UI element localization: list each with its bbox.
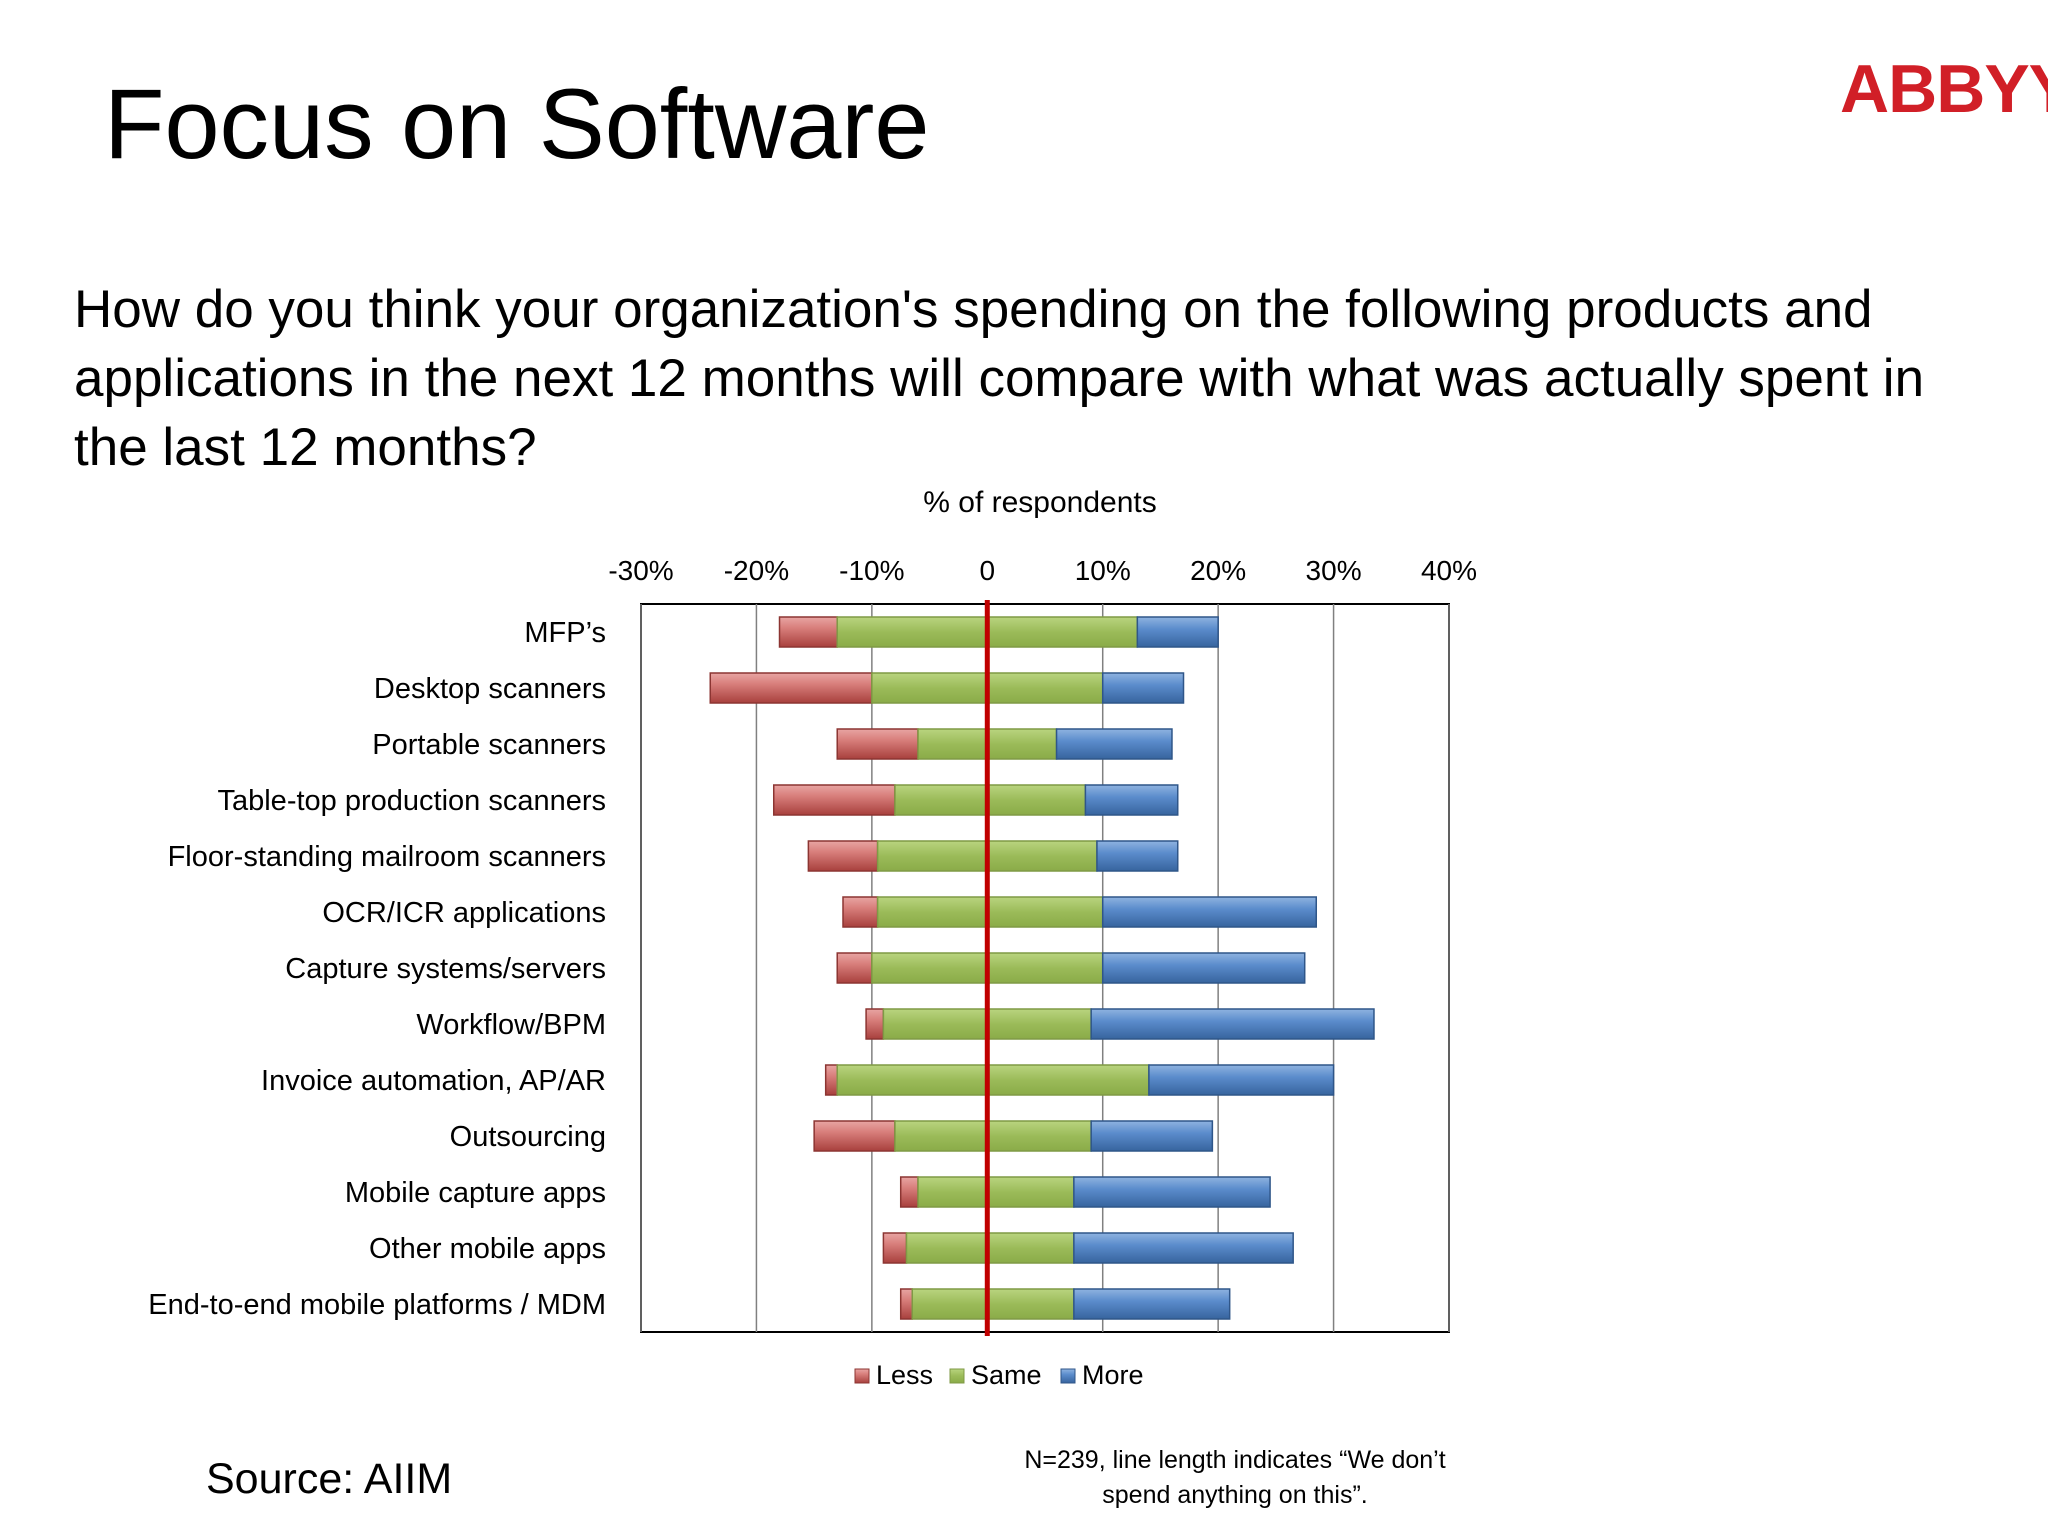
bar-less — [882, 1232, 908, 1264]
bar-more — [1096, 840, 1179, 872]
bar-more — [1090, 1120, 1214, 1152]
x-tick-label: 10% — [1075, 555, 1131, 586]
bar-same — [894, 1120, 1092, 1152]
category-label: Portable scanners — [372, 729, 606, 761]
category-label: MFP’s — [524, 617, 606, 649]
bar-less — [899, 1288, 914, 1320]
category-label: Invoice automation, AP/AR — [261, 1065, 606, 1097]
bar-more — [1148, 1064, 1335, 1096]
bar-same — [836, 1064, 1150, 1096]
axis-title: % of respondents — [923, 486, 1156, 519]
x-tick-label: -30% — [608, 555, 673, 586]
bar-more — [1101, 672, 1185, 704]
bar-less — [813, 1120, 896, 1152]
category-label: Floor-standing mailroom scanners — [168, 841, 606, 873]
category-label: Workflow/BPM — [416, 1009, 606, 1041]
legend-swatch-same — [949, 1368, 965, 1384]
bar-more — [1101, 952, 1306, 984]
category-label: Capture systems/servers — [285, 953, 606, 985]
bar-more — [1084, 784, 1179, 816]
bar-more — [1090, 1008, 1375, 1040]
bar-less — [842, 896, 879, 928]
footnote: N=239, line length indicates “We don’t s… — [1000, 1443, 1470, 1513]
bar-more — [1073, 1176, 1271, 1208]
category-label: Table-top production scanners — [217, 785, 606, 817]
x-tick-label: 20% — [1190, 555, 1246, 586]
bar-same — [911, 1288, 1075, 1320]
legend-label-less: Less — [876, 1360, 933, 1390]
source-note: Source: AIIM — [206, 1455, 453, 1503]
bar-less — [772, 784, 896, 816]
x-tick-label: -20% — [724, 555, 789, 586]
bar-more — [1055, 728, 1173, 760]
footnote-line-2: spend anything on this”. — [1102, 1481, 1368, 1509]
bar-more — [1073, 1288, 1231, 1320]
x-tick-label: -10% — [839, 555, 904, 586]
category-label: OCR/ICR applications — [322, 897, 606, 929]
bar-less — [836, 952, 873, 984]
bar-more — [1101, 896, 1318, 928]
category-label: Desktop scanners — [374, 673, 606, 705]
survey-question: How do you think your organization's spe… — [74, 280, 1925, 477]
bar-less — [778, 616, 838, 648]
footnote-line-1: N=239, line length indicates “We don’t — [1024, 1446, 1446, 1474]
x-tick-label: 30% — [1306, 555, 1362, 586]
legend-label-more: More — [1082, 1360, 1144, 1390]
bar-same — [905, 1232, 1075, 1264]
bar-less — [899, 1176, 919, 1208]
x-tick-label: 40% — [1421, 555, 1477, 586]
category-label: Mobile capture apps — [345, 1177, 606, 1209]
page-title: Focus on Software — [104, 68, 930, 179]
bar-same — [917, 1176, 1075, 1208]
category-label: End-to-end mobile platforms / MDM — [148, 1289, 606, 1321]
bar-same — [894, 784, 1087, 816]
bar-more — [1136, 616, 1219, 648]
bar-less — [865, 1008, 885, 1040]
bar-less — [824, 1064, 838, 1096]
category-label: Outsourcing — [450, 1121, 606, 1153]
legend-swatch-more — [1060, 1368, 1076, 1384]
bar-less — [709, 672, 873, 704]
bar-same — [876, 896, 1104, 928]
bar-more — [1073, 1232, 1294, 1264]
legend-label-same: Same — [971, 1360, 1042, 1390]
bar-less — [836, 728, 919, 760]
abbyy-logo: ABBYY® — [1840, 51, 2048, 127]
category-label: Other mobile apps — [369, 1233, 606, 1265]
x-tick-label: 0 — [979, 555, 995, 586]
bar-less — [807, 840, 879, 872]
legend-swatch-less — [854, 1368, 870, 1384]
